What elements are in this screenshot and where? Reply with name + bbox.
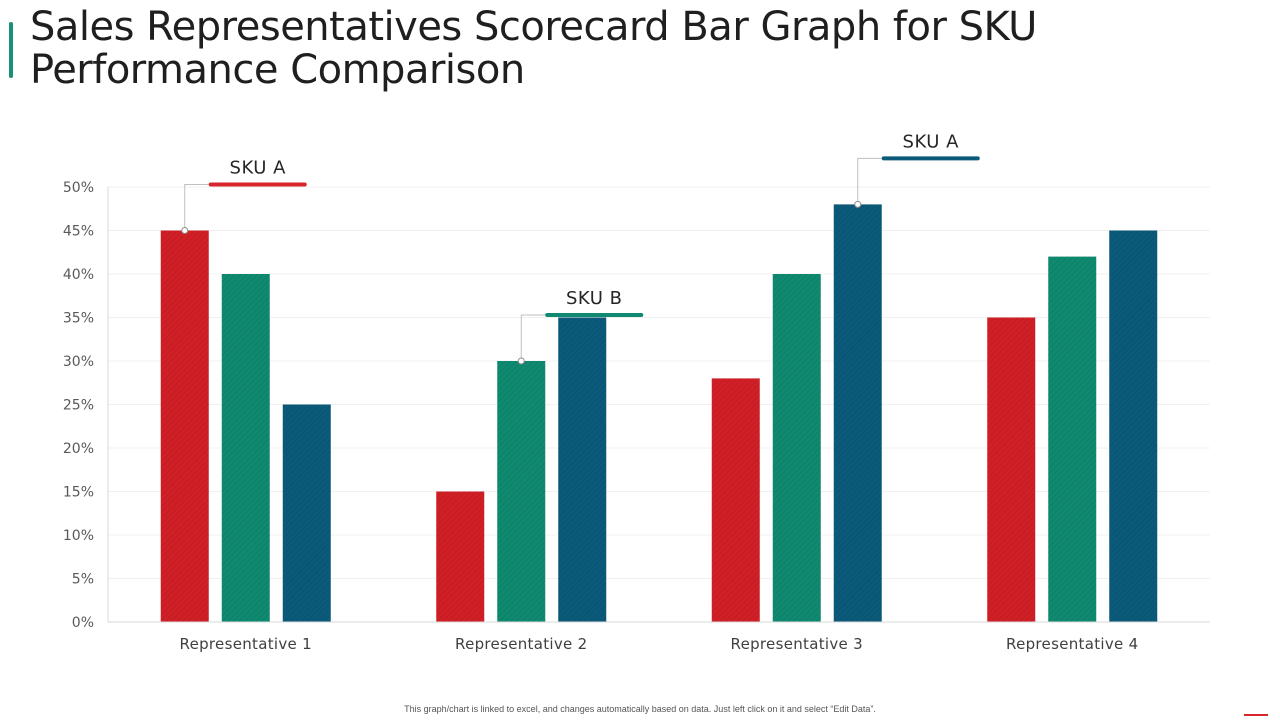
bar-hatch-overlay [436, 491, 485, 622]
callout-marker [181, 227, 189, 234]
y-tick-label: 40% [63, 267, 94, 283]
bar-hatch-overlay [282, 404, 331, 622]
callout-leader-line [857, 157, 884, 205]
callout-leader-line [184, 184, 211, 231]
y-tick-label: 25% [63, 398, 94, 414]
callout-label: SKU B [566, 288, 623, 309]
y-tick-label: 35% [63, 311, 94, 327]
footer-note: This graph/chart is linked to excel, and… [404, 704, 876, 714]
y-tick-label: 15% [63, 485, 94, 501]
bar-hatch-overlay [1048, 256, 1097, 622]
title-accent-bar [9, 22, 13, 78]
y-tick-label: 5% [72, 572, 94, 588]
y-tick-label: 30% [63, 354, 94, 370]
corner-mark [1244, 714, 1268, 716]
y-tick-label: 10% [63, 528, 94, 544]
x-category-label: Representative 1 [180, 635, 312, 653]
x-category-label: Representative 3 [731, 635, 863, 653]
bar-hatch-overlay [772, 274, 821, 622]
bar-chart[interactable]: 0% 5% 10% 15% 20% 25% 30% 35% 40% 45% 50% Represent… [0, 0, 1280, 700]
x-category-label: Representative 2 [455, 635, 587, 653]
y-tick-label: 50% [63, 180, 94, 196]
y-tick-label: 45% [63, 224, 94, 240]
bar-hatch-overlay [711, 378, 760, 622]
bar-hatch-overlay [1109, 230, 1158, 622]
y-tick-label: 0% [72, 615, 94, 631]
y-tick-label: 20% [63, 441, 94, 457]
bar-hatch-overlay [558, 317, 607, 622]
page-title: Sales Representatives Scorecard Bar Grap… [30, 4, 1037, 93]
bar-hatch-overlay [497, 361, 546, 622]
bar-hatch-overlay [833, 204, 882, 622]
bar-hatch-overlay [987, 317, 1036, 622]
callout-leader-line [520, 314, 548, 361]
x-category-label: Representative 4 [1006, 635, 1138, 653]
callout-label: SKU A [230, 158, 287, 179]
callout-marker [517, 357, 525, 365]
bar-hatch-overlay [160, 230, 209, 622]
callout-marker [854, 200, 862, 208]
bar-hatch-overlay [221, 274, 270, 622]
callout-label: SKU A [903, 131, 960, 152]
